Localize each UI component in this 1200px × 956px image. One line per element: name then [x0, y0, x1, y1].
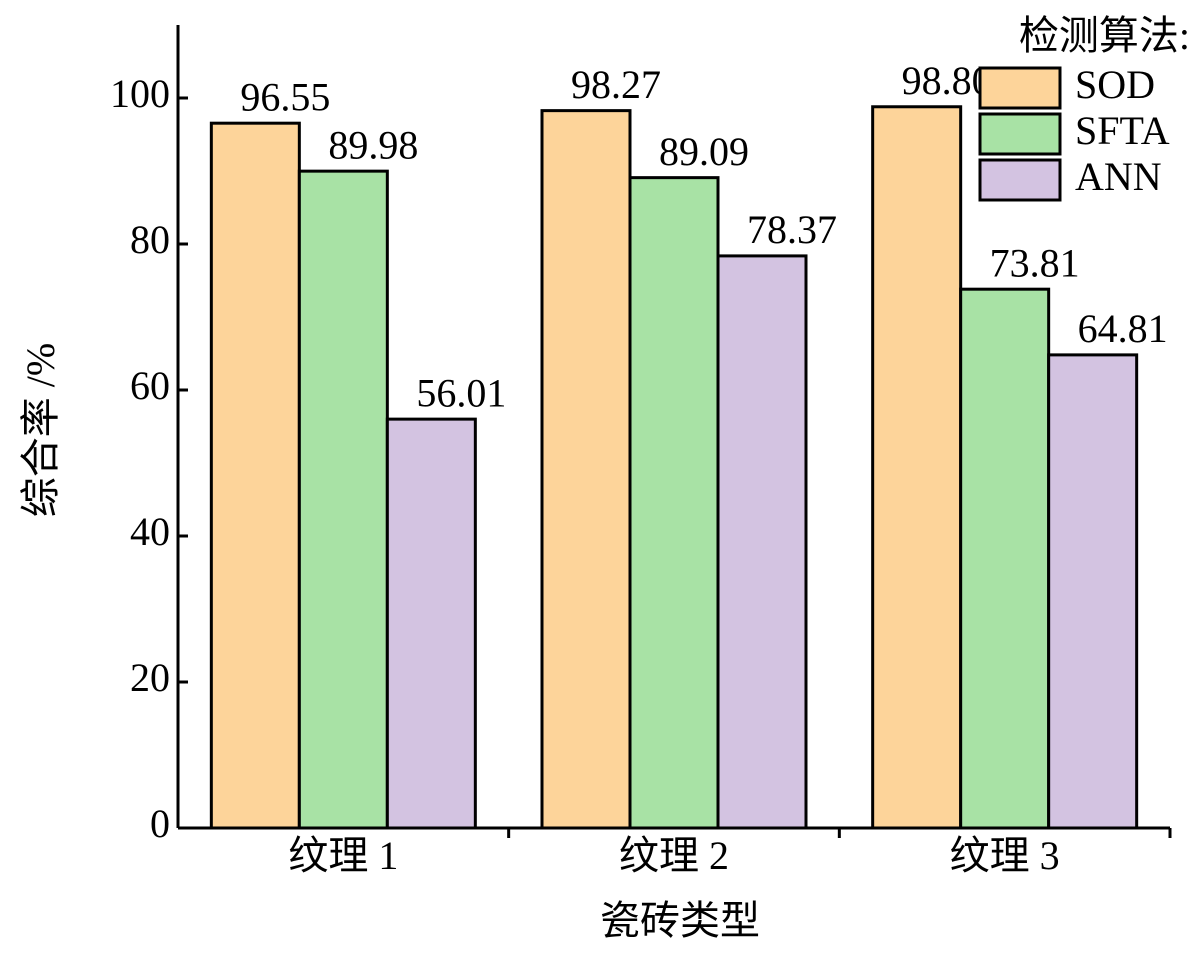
bar [540, 109, 632, 830]
legend-label: SOD [1075, 62, 1155, 107]
value-label: 64.81 [1078, 306, 1168, 351]
bar [1047, 353, 1139, 830]
y-tick-label: 40 [130, 509, 170, 554]
bar [628, 176, 720, 830]
value-label: 96.55 [240, 74, 330, 119]
bar [959, 287, 1051, 830]
value-label: 89.09 [659, 129, 749, 174]
x-tick-label: 纹理 1 [288, 833, 398, 878]
value-label: 89.98 [328, 122, 418, 167]
bar [716, 254, 808, 830]
y-tick-label: 0 [150, 801, 170, 846]
value-label: 78.37 [747, 207, 837, 252]
y-tick-label: 60 [130, 363, 170, 408]
value-label: 98.80 [902, 58, 992, 103]
y-axis-label: 综合率 /% [18, 343, 63, 517]
x-tick-label: 纹理 3 [950, 833, 1060, 878]
value-label: 56.01 [416, 370, 506, 415]
y-tick-label: 20 [130, 655, 170, 700]
legend-label: ANN [1075, 154, 1162, 199]
value-label: 73.81 [990, 240, 1080, 285]
value-label: 98.27 [571, 62, 661, 107]
legend-swatch [978, 158, 1062, 202]
legend-label: SFTA [1075, 108, 1170, 153]
bar [385, 417, 477, 830]
y-tick-label: 80 [130, 217, 170, 262]
x-tick-label: 纹理 2 [619, 833, 729, 878]
x-axis-label: 瓷砖类型 [600, 898, 760, 943]
legend-swatch [978, 66, 1062, 110]
legend-swatch [978, 112, 1062, 156]
y-tick-label: 100 [110, 71, 170, 116]
bar [209, 121, 301, 830]
legend-title: 检测算法: [1019, 13, 1190, 58]
bar [297, 169, 389, 830]
bar [871, 105, 963, 830]
